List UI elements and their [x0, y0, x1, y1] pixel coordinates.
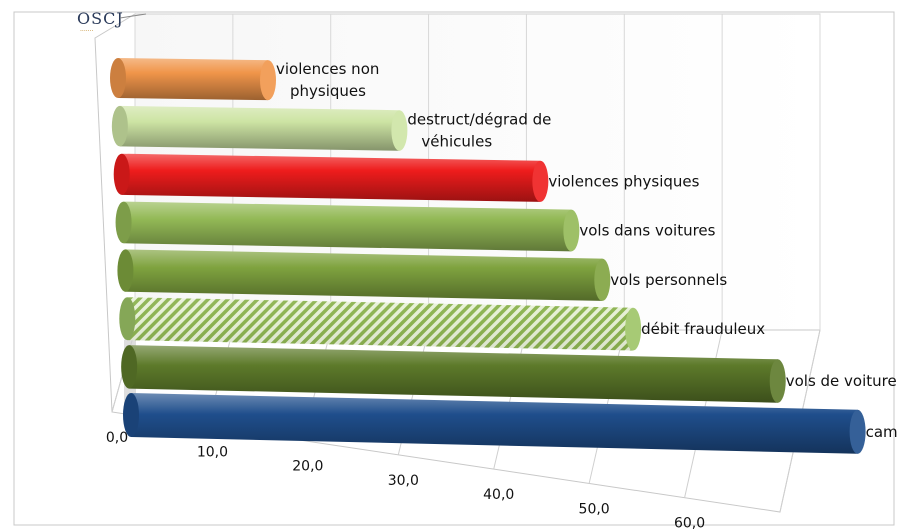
- bar: violences physiques: [113, 153, 700, 202]
- bar-end-cap: [532, 160, 549, 202]
- bar-end-cap: [391, 110, 408, 151]
- bar-start-cap: [111, 105, 128, 147]
- bar-end-cap: [849, 409, 866, 454]
- bar-start-cap: [113, 153, 130, 195]
- bar-end-cap: [769, 359, 786, 403]
- bar-body: [123, 201, 572, 252]
- logo: OSCJ ·······: [77, 9, 147, 35]
- logo-text: OSCJ: [77, 9, 124, 28]
- bar: débit frauduleux: [119, 297, 765, 351]
- bar-body: [119, 105, 400, 151]
- bar: cambriolages: [123, 393, 897, 454]
- bar-body: [118, 58, 268, 101]
- bar-end-cap: [563, 209, 580, 252]
- x-tick-labels: 0,010,020,030,040,050,060,070,0: [106, 430, 705, 529]
- bar-start-cap: [117, 249, 134, 292]
- bar-end-cap: [594, 258, 611, 301]
- bar-start-cap: [115, 201, 132, 244]
- logo-subtext: ·······: [80, 28, 93, 35]
- bar-label: violences non physiques: [276, 60, 379, 100]
- x-tick-label: 20,0: [292, 459, 323, 475]
- bar-end-cap: [625, 307, 642, 351]
- bar-body: [129, 345, 778, 403]
- bar-end-cap: [260, 60, 276, 101]
- bar-label: débit frauduleux: [641, 320, 765, 338]
- bar-start-cap: [123, 393, 139, 437]
- x-tick-label: 30,0: [388, 473, 419, 489]
- bar: violences non physiques: [110, 58, 379, 101]
- x-tick-label: 40,0: [483, 487, 514, 503]
- bar: vols dans voitures: [115, 201, 716, 252]
- floor-gridline: [493, 329, 527, 470]
- bar-label: vols dans voitures: [579, 222, 715, 240]
- bar-body: [121, 153, 541, 202]
- bar-shine: [127, 297, 634, 351]
- bar: destruct/dégrad de véhicules: [111, 105, 551, 151]
- bar: vols de voiture: [121, 345, 897, 403]
- chart-border: [13, 11, 895, 526]
- bar-body: [125, 249, 603, 301]
- bar-start-cap: [110, 58, 126, 98]
- bar-body: [131, 393, 858, 454]
- logo-line: [119, 13, 147, 19]
- bar-label: destruct/dégrad de véhicules: [407, 110, 551, 150]
- bar-label: vols personnels: [610, 271, 727, 289]
- bar-label: violences physiques: [548, 172, 699, 190]
- bars: violences non physiques destruct/dégrad de…: [110, 58, 897, 454]
- bar-start-cap: [119, 297, 136, 341]
- x-tick-label: 60,0: [674, 516, 705, 529]
- x-tick-label: 0,0: [106, 430, 128, 446]
- x-tick-label: 10,0: [197, 444, 228, 460]
- x-tick-label: 50,0: [579, 501, 610, 517]
- bar: vols personnels: [117, 249, 727, 301]
- bar-start-cap: [121, 345, 138, 389]
- bar-label: cambriolages: [866, 423, 897, 441]
- bar-label: vols de voiture: [786, 372, 897, 390]
